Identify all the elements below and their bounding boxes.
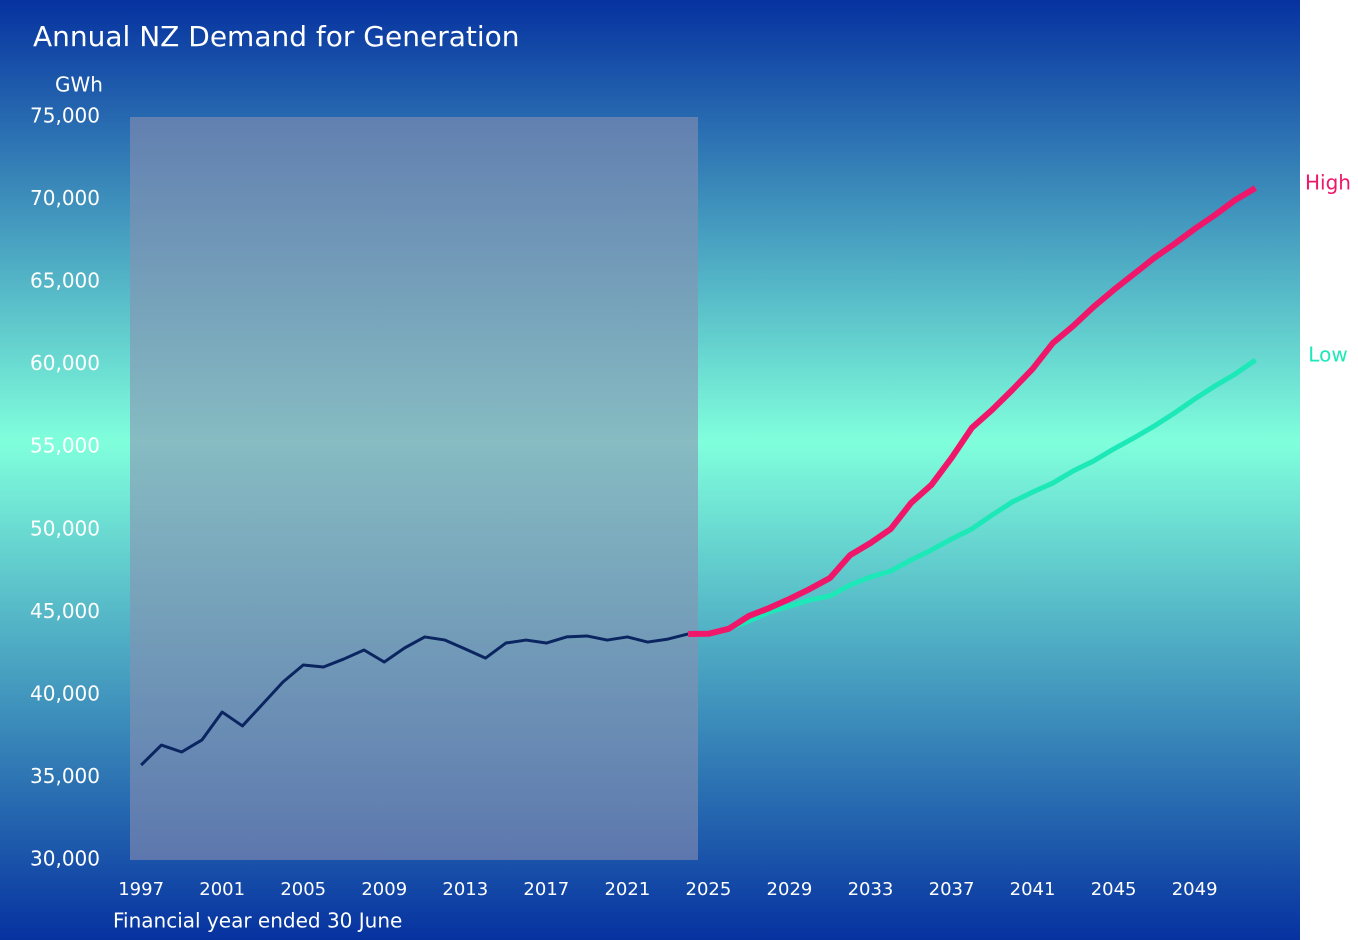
x-axis-label: Financial year ended 30 June	[113, 909, 402, 933]
y-axis-label: GWh	[55, 73, 103, 97]
chart-title: Annual NZ Demand for Generation	[33, 20, 520, 53]
history-shade	[130, 117, 698, 860]
y-tick-label: 75,000	[30, 104, 100, 128]
series-label: High	[1305, 170, 1351, 194]
x-tick-label: 2033	[848, 879, 894, 900]
x-tick-label: 2001	[199, 879, 245, 900]
y-tick-label: 50,000	[30, 516, 100, 540]
series-label: Low	[1308, 343, 1347, 367]
x-tick-label: 2025	[686, 879, 732, 900]
y-tick-label: 60,000	[30, 351, 100, 375]
series-line	[688, 357, 1257, 637]
series-line	[688, 185, 1257, 637]
x-tick-label: 2017	[523, 879, 569, 900]
y-tick-label: 30,000	[30, 847, 100, 871]
x-tick-label: 2005	[280, 879, 326, 900]
y-tick-label: 70,000	[30, 186, 100, 210]
x-tick-label: 2021	[604, 879, 650, 900]
y-tick-label: 40,000	[30, 681, 100, 705]
x-tick-label: 2049	[1172, 879, 1218, 900]
y-tick-label: 45,000	[30, 599, 100, 623]
x-tick-label: 2045	[1091, 879, 1137, 900]
x-tick-label: 2041	[1010, 879, 1056, 900]
series-line	[140, 632, 689, 767]
y-tick-label: 55,000	[30, 434, 100, 458]
x-tick-label: 2029	[767, 879, 813, 900]
y-tick-label: 35,000	[30, 764, 100, 788]
x-tick-label: 2037	[929, 879, 975, 900]
x-tick-label: 1997	[118, 879, 164, 900]
x-tick-label: 2013	[442, 879, 488, 900]
y-tick-label: 65,000	[30, 269, 100, 293]
x-tick-label: 2009	[361, 879, 407, 900]
